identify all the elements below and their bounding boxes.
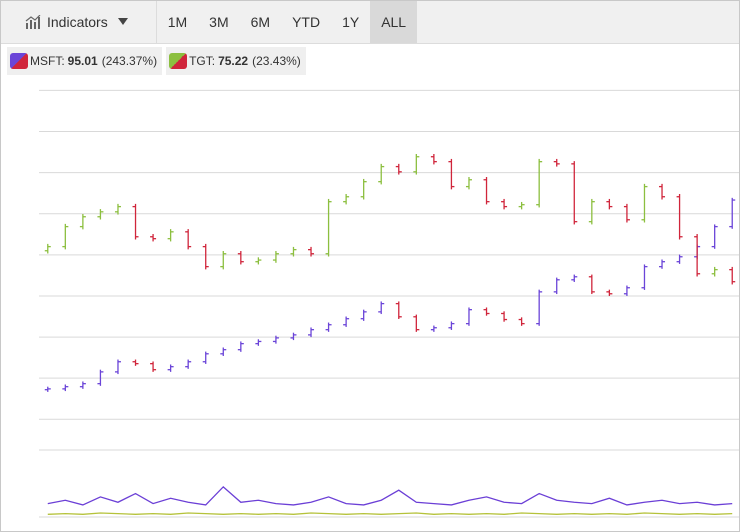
legend-label: MSFT:	[30, 54, 65, 68]
legend-item[interactable]: MSFT: 95.01 (243.37%)	[7, 47, 163, 75]
legend-swatch	[169, 53, 188, 69]
legend: MSFT: 95.01 (243.37%) TGT: 75.22 (23.43%)	[7, 47, 306, 75]
legend-item[interactable]: TGT: 75.22 (23.43%)	[166, 47, 306, 75]
range-button[interactable]: ALL	[370, 1, 418, 43]
ohlc-series	[44, 153, 736, 285]
range-button[interactable]: 3M	[209, 14, 229, 30]
volume-line	[47, 512, 733, 515]
range-button[interactable]: YTD	[292, 14, 321, 30]
ohlc-series	[44, 197, 736, 392]
legend-swatch	[10, 53, 28, 69]
volume-line	[47, 485, 733, 506]
range-button[interactable]: 1Y	[342, 14, 360, 30]
range-button[interactable]: 6M	[250, 14, 271, 30]
range-button[interactable]: 1M	[167, 14, 188, 30]
toolbar: Indicators 1M 3M 6M YTD 1Y ALL	[1, 1, 739, 44]
legend-change: (243.37%)	[101, 54, 158, 68]
legend-value: 95.01	[67, 54, 98, 68]
indicators-label: Indicators	[47, 14, 108, 30]
legend-value: 75.22	[218, 54, 249, 68]
indicators-icon	[25, 15, 41, 29]
legend-change: (23.43%)	[252, 54, 301, 68]
indicators-button[interactable]: Indicators	[1, 1, 157, 43]
legend-label: TGT:	[189, 54, 216, 68]
range-selector: 1M 3M 6M YTD 1Y ALL	[157, 1, 418, 43]
dropdown-arrow	[117, 18, 128, 25]
